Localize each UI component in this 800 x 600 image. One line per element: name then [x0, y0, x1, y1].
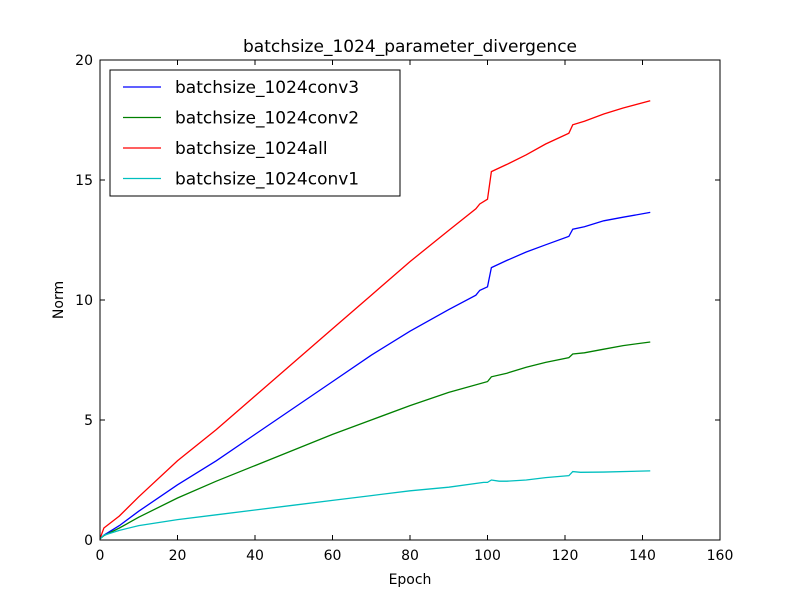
legend: batchsize_1024conv3 batchsize_1024conv2ba…	[109, 69, 401, 197]
y-tick-label: 5	[84, 413, 93, 429]
x-tick-label: 20	[169, 548, 187, 564]
x-tick-label: 100	[474, 548, 501, 564]
series-line-3	[99, 470, 651, 540]
legend-label-0: batchsize_1024conv3	[175, 78, 359, 98]
y-tick-label: 15	[75, 173, 93, 189]
x-tick-label: 60	[324, 548, 342, 564]
x-axis-label: Epoch	[389, 572, 432, 588]
x-tick-label: 80	[401, 548, 419, 564]
x-tick-label: 140	[629, 548, 656, 564]
series-layer	[99, 100, 651, 540]
x-tick-label: 0	[96, 548, 105, 564]
y-tick-label: 10	[75, 293, 93, 309]
x-tick-label: 160	[707, 548, 734, 564]
legend-label-1: batchsize_1024conv2	[175, 109, 359, 129]
legend-label-2: batchsize_1024all	[175, 139, 328, 159]
x-tick-label: 40	[246, 548, 264, 564]
tick-layer: 0 20 40 60 80 100 120 140 160 0 5 10 15 20	[75, 53, 733, 564]
series-line-0	[99, 211, 651, 540]
x-tick-label: 120	[552, 548, 579, 564]
y-tick-label: 20	[75, 53, 93, 69]
y-axis-label: Norm	[51, 281, 67, 319]
y-tick-label: 0	[84, 533, 93, 549]
legend-box	[109, 69, 401, 197]
series-line-2	[99, 100, 651, 540]
series-line-1	[99, 341, 651, 540]
chart-title: batchsize_1024_parameter_divergence	[243, 37, 577, 57]
legend-label-3: batchsize_1024conv1	[175, 170, 359, 190]
